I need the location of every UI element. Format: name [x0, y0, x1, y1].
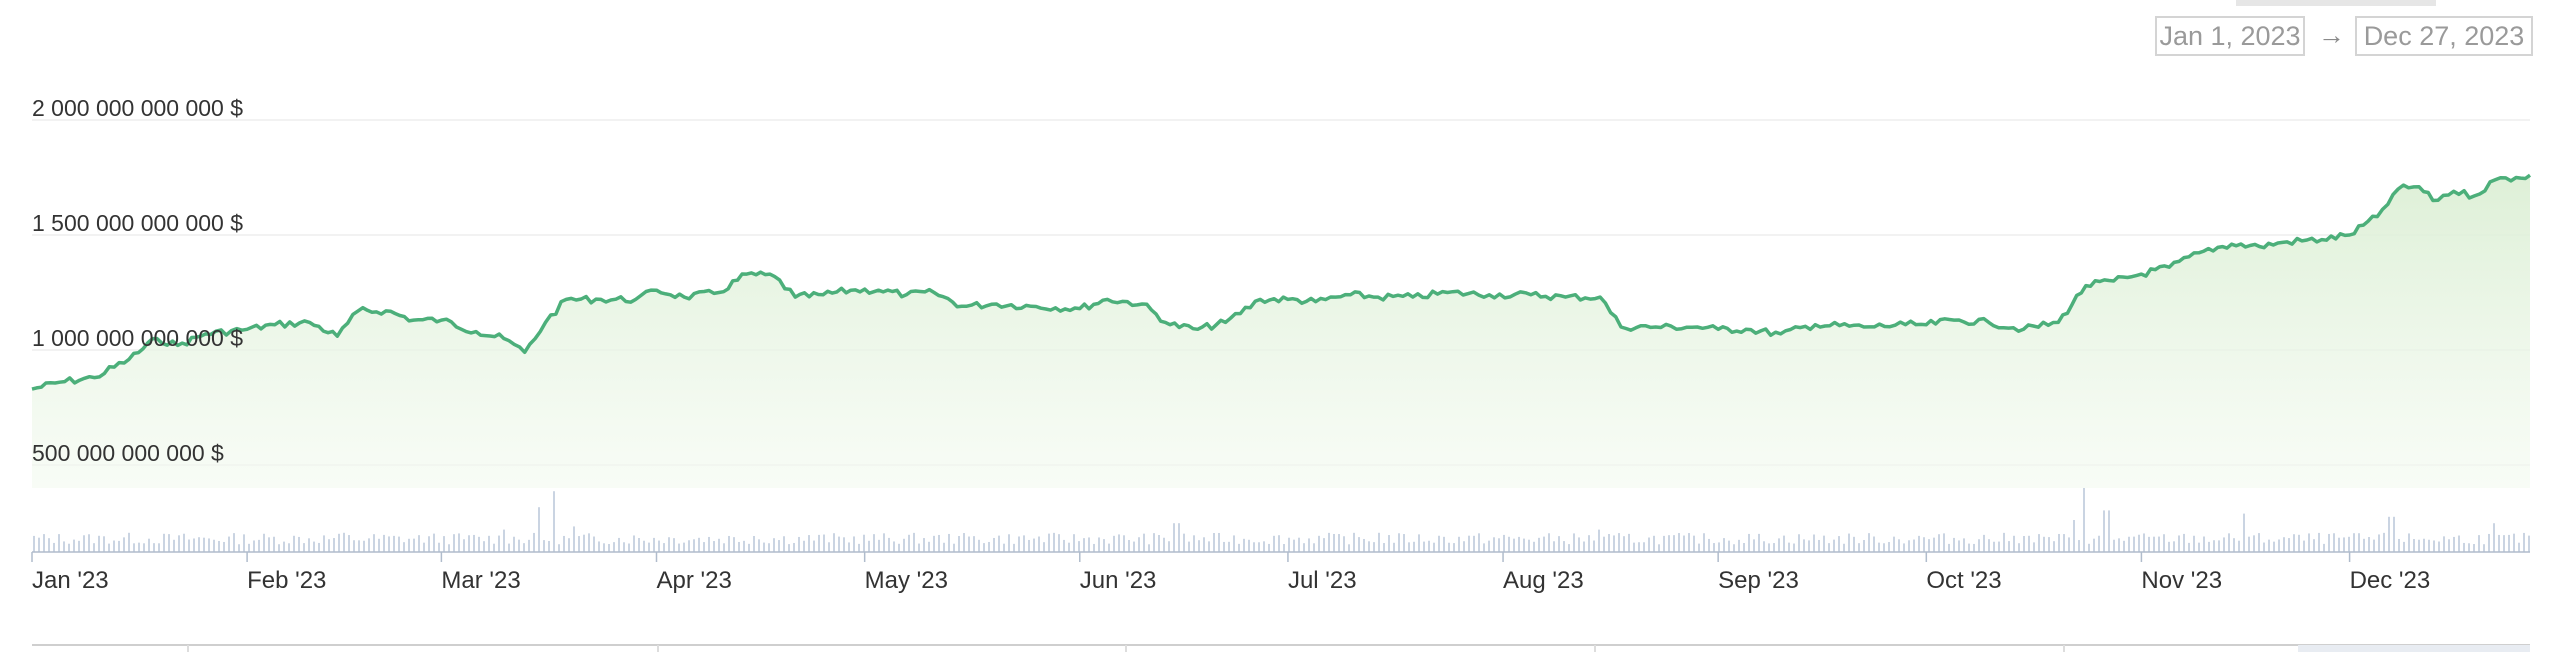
- x-tick-label-6: Jul '23: [1288, 567, 1357, 594]
- y-tick-label-2: 1 000 000 000 000 $: [32, 325, 243, 351]
- x-tick-label-0: Jan '23: [32, 567, 109, 594]
- x-tick-label-4: May '23: [865, 567, 948, 594]
- navigator-selection-handle: [2298, 645, 2530, 652]
- y-tick-label-3: 500 000 000 000 $: [32, 440, 224, 466]
- x-tick-label-8: Sep '23: [1718, 567, 1799, 594]
- series-line: [31, 173, 2532, 391]
- x-tick-label-3: Apr '23: [657, 567, 732, 594]
- x-tick-label-1: Feb '23: [247, 567, 326, 594]
- area-path: [32, 175, 2530, 488]
- x-axis: Jan '23 Feb '23 Mar '23 Apr '23 May '23 Jun '…: [31, 551, 2530, 594]
- volume-bars: [33, 488, 2530, 552]
- y-tick-label-0: 2 000 000 000 000 $: [32, 95, 243, 121]
- date-range-start-field[interactable]: Jan 1, 2023: [2155, 16, 2305, 56]
- top-tab-indicator: [2236, 0, 2436, 6]
- x-tick-label-9: Oct '23: [1926, 567, 2001, 594]
- price-line: [31, 173, 2532, 391]
- x-tick-label-11: Dec '23: [2350, 567, 2431, 594]
- date-range-end-field[interactable]: Dec 27, 2023: [2355, 16, 2533, 56]
- x-tick-label-10: Nov '23: [2141, 567, 2222, 594]
- x-tick-label-7: Aug '23: [1503, 567, 1584, 594]
- y-tick-label-1: 1 500 000 000 000 $: [32, 210, 243, 236]
- range-navigator[interactable]: [32, 644, 2530, 652]
- x-tick-label-2: Mar '23: [441, 567, 520, 594]
- date-range-arrow-icon: →: [2318, 20, 2345, 50]
- area-fill: [32, 175, 2530, 488]
- y-axis-labels: 2 000 000 000 000 $ 1 500 000 000 000 $ 1 …: [32, 95, 243, 466]
- x-tick-label-5: Jun '23: [1080, 567, 1157, 594]
